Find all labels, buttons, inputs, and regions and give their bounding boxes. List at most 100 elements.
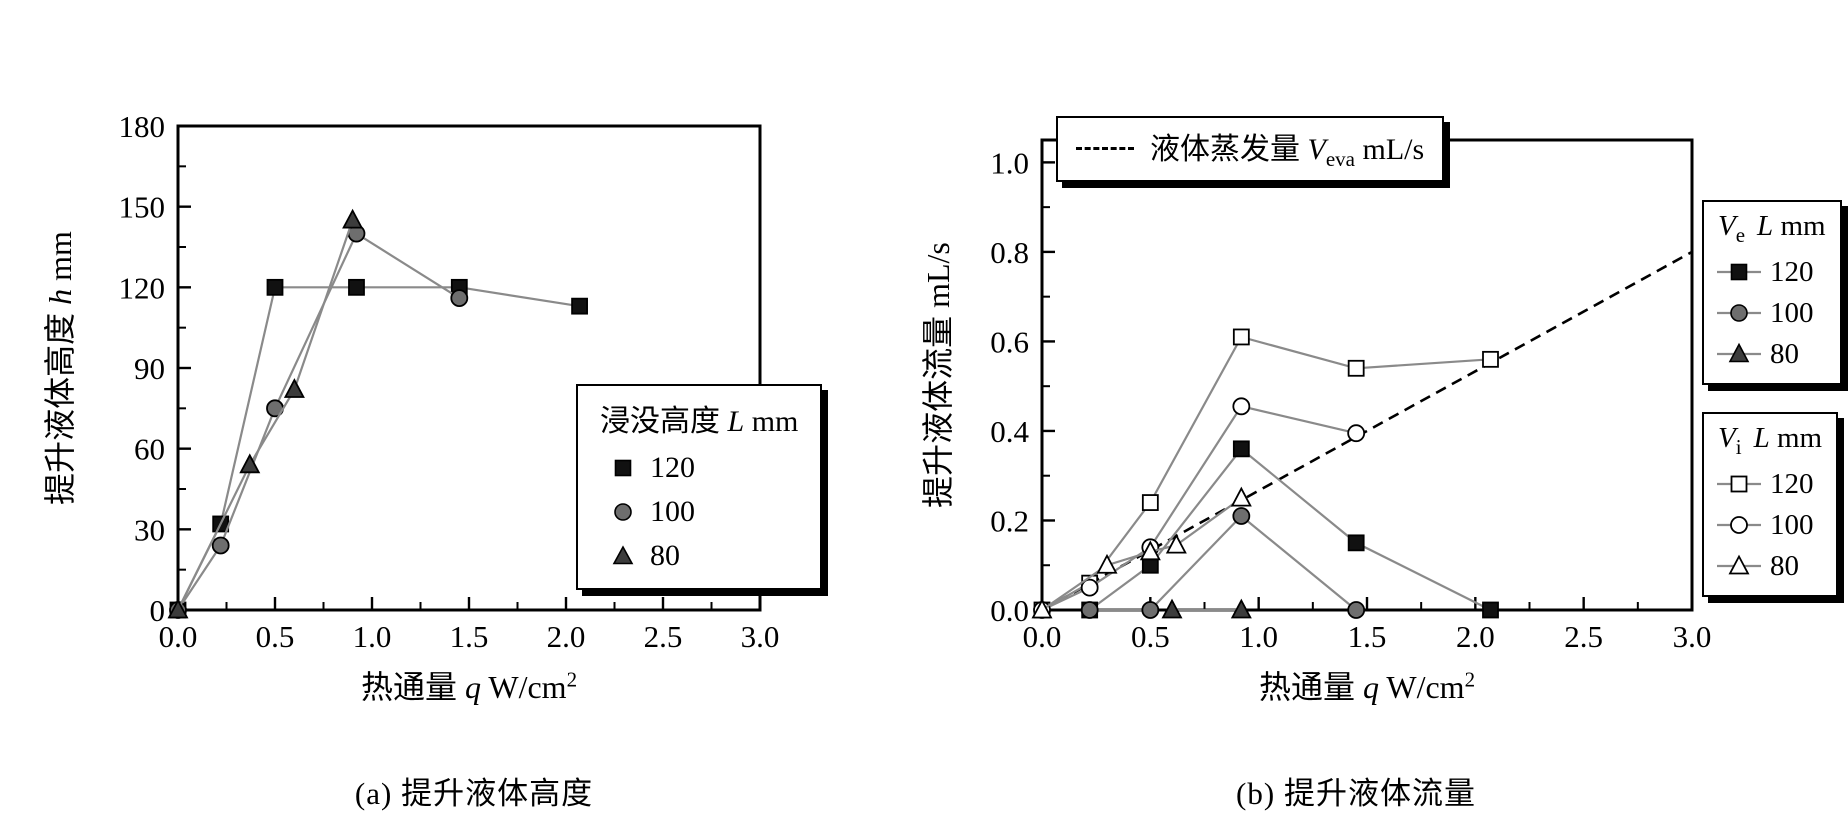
- chart-a-y-label-unit: mm: [42, 231, 78, 289]
- legend-title-unit: mm: [744, 405, 799, 438]
- eva-label-var: V: [1307, 133, 1326, 166]
- legend-item-label: 120: [1770, 467, 1814, 500]
- open-square-marker-icon: [1717, 475, 1761, 493]
- series-Ve_L120: [1081, 440, 1499, 619]
- eva-label-sub: eva: [1325, 147, 1355, 171]
- filled-square-marker-icon: [614, 459, 632, 477]
- chart-a-x-axis-label: 热通量 q W/cm2: [269, 662, 669, 708]
- x-tick-label: 2.0: [1456, 619, 1495, 654]
- series-Vi_L80: [1031, 486, 1252, 619]
- chart-a-legend: 浸没高度 L mm 120 100 80: [576, 384, 823, 590]
- x-tick-label: 0.0: [1023, 619, 1062, 654]
- series-V_eva: [1041, 250, 1693, 612]
- legend-item-label: 100: [1770, 508, 1814, 541]
- y-tick-label: 90: [134, 351, 165, 386]
- x-tick-label: 0.0: [159, 619, 198, 654]
- legend-title-var: L: [727, 405, 745, 438]
- chart-a-y-label-text: 提升液体高度: [42, 304, 78, 505]
- chart-b-x-label-sup: 2: [1464, 667, 1476, 692]
- y-axis-ticks: 0 30 60 90 120 150 180: [119, 109, 191, 628]
- chart-a-y-axis-label: 提升液体高度 h mm: [38, 108, 82, 628]
- y-tick-label: 0.8: [990, 235, 1029, 270]
- y-tick-label: 150: [119, 190, 166, 225]
- chart-b-x-axis-label: 热通量 q W/cm2: [1167, 662, 1567, 708]
- chart-b-x-label-text: 热通量: [1258, 669, 1363, 705]
- ve-legend-title: Ve L mm: [1714, 206, 1830, 252]
- series-L120: [169, 278, 588, 619]
- evaporation-legend: 液体蒸发量 Veva mL/s: [1056, 116, 1445, 182]
- vi-title-var1: V: [1718, 422, 1736, 454]
- chart-b-x-label-unit: W/cm: [1378, 669, 1465, 705]
- ve-legend: Ve L mm 120 100 80: [1702, 200, 1842, 385]
- plot-frame: [1040, 138, 1694, 612]
- vi-title-sub1: i: [1735, 434, 1742, 459]
- chart-b-x-label-var: q: [1362, 669, 1379, 705]
- x-tick-label: 0.5: [1131, 619, 1170, 654]
- vi-legend-item-80: 80: [1714, 546, 1826, 587]
- open-circle-marker-icon: [1717, 516, 1761, 535]
- x-tick-label: 2.0: [547, 619, 586, 654]
- y-axis-ticks: 0.0 0.2 0.4 0.6 0.8 1.0: [990, 145, 1055, 628]
- y-tick-label: 60: [134, 432, 165, 467]
- x-tick-label: 3.0: [741, 619, 780, 654]
- ve-title-var2: L: [1757, 210, 1774, 242]
- x-tick-label: 1.0: [1239, 619, 1278, 654]
- ve-legend-item-120: 120: [1714, 252, 1830, 293]
- y-tick-label: 1.0: [990, 145, 1029, 180]
- legend-item-label: 80: [1770, 549, 1799, 582]
- x-tick-label: 3.0: [1673, 619, 1712, 654]
- x-tick-label: 2.5: [1564, 619, 1603, 654]
- x-tick-label: 2.5: [644, 619, 683, 654]
- y-tick-label: 0: [150, 593, 166, 628]
- chart-a-legend-title: 浸没高度 L mm: [592, 392, 806, 446]
- legend-item-100: 100: [592, 490, 806, 534]
- filled-circle-marker-icon: [1717, 304, 1761, 323]
- legend-item-80: 80: [592, 534, 806, 578]
- legend-item-120: 120: [592, 446, 806, 490]
- ve-title-unit: mm: [1773, 210, 1826, 242]
- x-axis-ticks: 0.0 0.5 1.0 1.5 2.0 2.5 3.0: [1023, 597, 1712, 654]
- y-tick-label: 180: [119, 109, 166, 144]
- legend-item-label: 80: [650, 539, 680, 572]
- chart-a-plot: 0.0 0.5 1.0 1.5 2.0 2.5 3.0 0 30 60 90 120 150 180: [119, 109, 780, 654]
- filled-triangle-marker-icon: [1717, 343, 1761, 363]
- chart-b-caption: (b) 提升液体流量: [1236, 776, 1476, 811]
- y-tick-label: 0.4: [990, 414, 1029, 449]
- y-tick-label: 0.0: [990, 593, 1029, 628]
- vi-title-var2: L: [1753, 422, 1770, 454]
- series-L100: [169, 224, 469, 619]
- chart-b-plot: 0.0 0.5 1.0 1.5 2.0 2.5 3.0 0.0 0.2 0.4 0.6 0.8 1.0: [990, 138, 1712, 654]
- legend-item-label: 120: [650, 451, 695, 484]
- chart-a-caption: (a) 提升液体高度: [354, 776, 594, 811]
- legend-item-label: 100: [1770, 296, 1814, 329]
- vi-legend: Vi L mm 120 100 80: [1702, 412, 1839, 597]
- eva-label-text: 液体蒸发量: [1150, 133, 1308, 166]
- filled-triangle-marker-icon: [612, 545, 634, 565]
- ve-title-sub1: e: [1735, 222, 1746, 247]
- y-tick-label: 30: [134, 512, 165, 547]
- ve-legend-item-100: 100: [1714, 293, 1830, 334]
- open-triangle-marker-icon: [1717, 554, 1761, 575]
- chart-a-x-label-text: 热通量: [360, 669, 465, 705]
- chart-b-y-axis-label: 提升液体流量 mL/s: [916, 115, 960, 635]
- x-tick-label: 1.5: [1348, 619, 1387, 654]
- x-tick-label: 1.5: [450, 619, 489, 654]
- filled-square-marker-icon: [1717, 263, 1761, 281]
- ve-title-var1: V: [1718, 210, 1736, 242]
- legend-item-label: 100: [650, 495, 695, 528]
- eva-label-unit: mL/s: [1354, 133, 1425, 166]
- chart-b-y-label-text: 提升液体流量 mL/s: [920, 242, 956, 508]
- ve-legend-item-80: 80: [1714, 334, 1830, 375]
- chart-a-y-label-var: h: [42, 288, 78, 305]
- x-tick-label: 1.0: [353, 619, 392, 654]
- filled-circle-marker-icon: [614, 503, 632, 521]
- axes: [1040, 138, 1694, 612]
- series-Ve_L80: [1161, 598, 1252, 619]
- chart-a-x-label-var: q: [464, 669, 481, 705]
- legend-item-label: 120: [1770, 255, 1814, 288]
- chart-a-x-label-sup: 2: [566, 667, 578, 692]
- vi-title-unit: mm: [1769, 422, 1823, 454]
- series-L80: [167, 208, 364, 619]
- evaporation-legend-label: 液体蒸发量 Veva mL/s: [1150, 124, 1424, 172]
